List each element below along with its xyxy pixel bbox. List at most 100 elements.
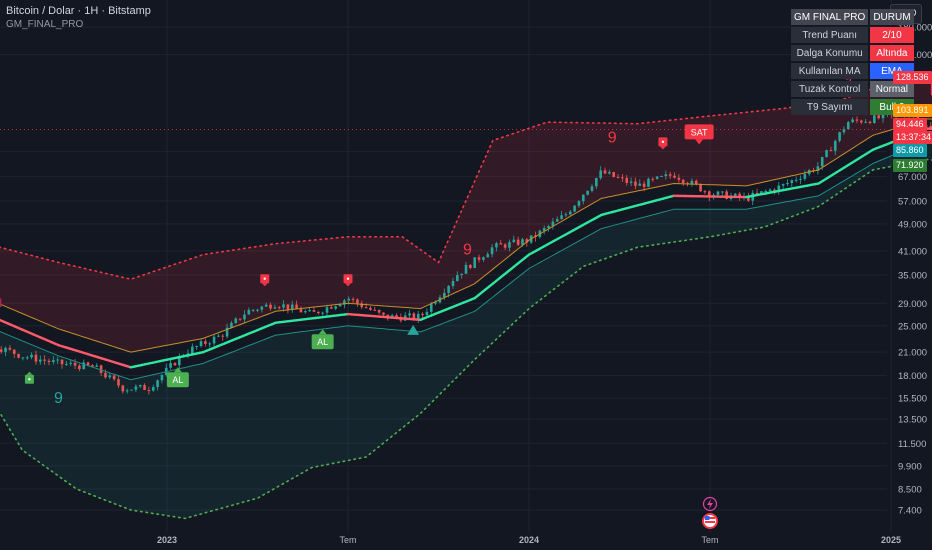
candle-body	[642, 183, 646, 187]
candle-body	[325, 307, 329, 313]
status-row: Trend Puanı 2/10	[791, 27, 914, 43]
status-label: Dalga Konumu	[791, 45, 869, 61]
status-header-value: DURUM	[870, 9, 914, 25]
candle-body	[373, 309, 377, 311]
candle-body	[377, 309, 381, 313]
candle-body	[282, 304, 285, 308]
candle-body	[8, 347, 12, 350]
candle-body	[269, 304, 272, 309]
lower-band-line	[0, 158, 932, 520]
candle-body	[521, 239, 524, 245]
candle-body	[820, 156, 824, 167]
signal-label: AL	[172, 375, 183, 385]
status-table-header: GM FINAL PRO DURUM	[791, 9, 914, 25]
price-axis-label: 57.000	[898, 197, 927, 208]
candle-body	[599, 170, 602, 179]
status-value: 2/10	[870, 27, 914, 43]
candle-body	[273, 307, 277, 309]
candle-body	[716, 191, 720, 195]
candle-body	[612, 172, 616, 177]
candle-body	[508, 242, 511, 248]
candle-body	[343, 300, 346, 305]
candle-body	[860, 120, 863, 123]
candle-body	[208, 343, 212, 345]
price-axis-label: 13.500	[898, 415, 927, 426]
candle-body	[65, 363, 68, 365]
upper-band-line	[0, 77, 932, 281]
price-axis-label: 9.900	[898, 461, 922, 472]
candle-body	[677, 177, 681, 180]
status-table: GM FINAL PRO DURUM Trend Puanı 2/10 Dalg…	[789, 7, 916, 117]
candle-body	[330, 307, 333, 309]
mini-signal-marker	[260, 274, 270, 287]
candle-body	[104, 372, 107, 378]
candle-body	[608, 172, 611, 174]
candle-body	[147, 389, 151, 391]
candle-body	[429, 303, 433, 312]
candle-body	[138, 385, 142, 387]
candle-body	[117, 379, 120, 386]
candle-body	[60, 359, 64, 365]
candle-body	[799, 178, 802, 180]
candle-body	[121, 385, 125, 392]
candle-body	[773, 189, 776, 192]
candle-body	[664, 174, 668, 176]
candle-body	[707, 191, 711, 197]
signal-label: SAT	[691, 127, 708, 137]
candle-body	[299, 309, 303, 313]
candle-body	[416, 313, 420, 320]
flag-us-icon[interactable]	[702, 513, 718, 529]
candle-body	[786, 183, 789, 185]
candle-body	[803, 174, 807, 179]
candle-body	[868, 121, 872, 123]
mini-signal-marker	[658, 137, 668, 150]
candle-body	[816, 166, 820, 172]
candle-body	[829, 150, 833, 152]
candle-body	[460, 273, 463, 276]
price-axis-label: 150.000	[898, 50, 932, 61]
candle-body	[794, 179, 798, 181]
candle-body	[125, 390, 129, 392]
t9-mark: 9	[463, 242, 472, 259]
candle-body	[621, 177, 624, 179]
signal-label: AL	[317, 337, 328, 347]
candle-body	[130, 389, 133, 391]
candle-body	[582, 194, 585, 202]
candle-body	[334, 306, 337, 309]
candle-body	[191, 346, 194, 354]
lightning-icon[interactable]	[702, 496, 718, 512]
candle-body	[734, 193, 737, 196]
candle-body	[82, 362, 86, 370]
candle-body	[477, 257, 481, 260]
status-row: T9 Sayımı Bull 2	[791, 99, 914, 115]
candle-body	[86, 362, 90, 366]
candle-body	[673, 175, 676, 178]
candle-body	[512, 239, 516, 243]
candle-body	[660, 175, 663, 177]
price-axis-label: 8.500	[898, 485, 922, 496]
status-value: Altında	[870, 45, 914, 61]
candle-body	[99, 365, 103, 373]
candle-body	[768, 189, 772, 192]
candle-body	[312, 310, 316, 312]
candle-body	[217, 335, 220, 337]
candle-body	[39, 359, 42, 362]
candle-body	[238, 318, 242, 320]
candle-body	[160, 374, 164, 381]
mini-signal-marker	[0, 298, 2, 308]
candle-body	[47, 360, 51, 363]
buy-signal: AL	[311, 329, 334, 350]
candle-body	[173, 363, 177, 366]
candle-body	[286, 304, 290, 310]
candle-body	[568, 211, 572, 215]
candle-body	[629, 181, 633, 183]
resistance-zone	[0, 78, 932, 353]
candle-body	[499, 243, 503, 245]
candle-body	[573, 205, 576, 212]
candle-body	[156, 380, 159, 388]
mini-signal-marker	[343, 274, 353, 287]
candle-body	[108, 375, 112, 378]
candle-body	[551, 221, 555, 227]
